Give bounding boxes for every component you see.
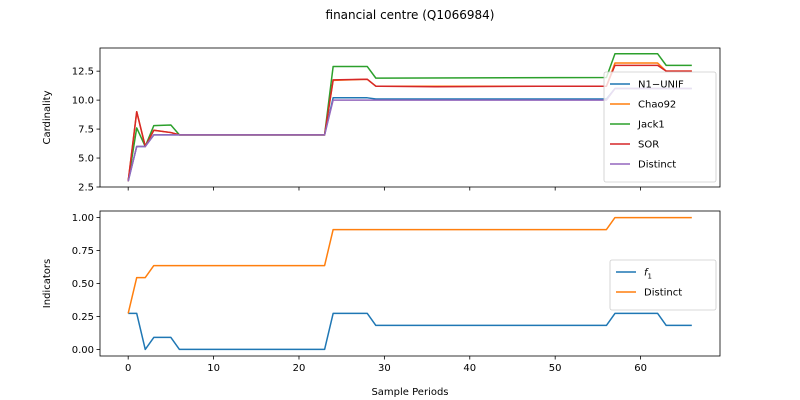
- top-y-tick-label: 12.5: [72, 67, 94, 78]
- top-y-axis-label: Cardinality: [42, 90, 53, 144]
- bottom-legend-box: [609, 259, 717, 311]
- bottom-y-tick-label: 0.00: [72, 345, 94, 356]
- bottom-legend-label: f1: [644, 268, 652, 281]
- bottom-y-axis-label: Indicators: [42, 259, 53, 308]
- bottom-x-tick-label: 30: [378, 363, 391, 374]
- top-y-tick-label: 5.0: [78, 154, 94, 165]
- top-legend-label: N1−UNIF: [638, 80, 684, 91]
- bottom-y-tick-label: 0.25: [72, 312, 94, 323]
- x-axis-label: Sample Periods: [371, 387, 448, 398]
- top-legend: N1−UNIF Chao92 Jack1 SOR Distinct: [603, 71, 717, 183]
- bottom-panel: 0.00 0.25 0.50 0.75 1.00 0 10 20 30 40 50 60 Indicat…: [42, 210, 721, 374]
- bottom-x-tick-label: 10: [207, 363, 220, 374]
- top-y-tick-label: 2.5: [78, 183, 94, 194]
- top-series-line-3: [127, 64, 692, 182]
- bottom-y-tick-label: 0.50: [72, 279, 94, 290]
- chart-title: financial centre (Q1066984): [326, 8, 495, 22]
- bottom-y-tick-label: 0.75: [72, 246, 94, 257]
- top-legend-label: Distinct: [638, 160, 676, 171]
- top-legend-box: [603, 71, 717, 183]
- bottom-legend: f1 Distinct: [609, 259, 717, 311]
- top-legend-label: Jack1: [637, 120, 665, 131]
- bottom-x-tick-label: 0: [125, 363, 131, 374]
- bottom-legend-label: Distinct: [644, 288, 682, 299]
- top-legend-label: Chao92: [638, 100, 676, 111]
- top-legend-label: SOR: [638, 140, 659, 151]
- bottom-y-tick-label: 1.00: [72, 213, 94, 224]
- bottom-series-line-0: [128, 312, 692, 351]
- bottom-x-tick-label: 60: [634, 363, 647, 374]
- bottom-x-tick-label: 50: [549, 363, 562, 374]
- bottom-x-tick-label: 20: [293, 363, 306, 374]
- top-axes-frame: [99, 47, 721, 188]
- bottom-series-line-1: [127, 216, 692, 314]
- bottom-x-tick-label: 40: [463, 363, 476, 374]
- top-y-tick-label: 7.5: [78, 125, 94, 136]
- top-panel: 2.5 5.0 7.5 10.0 12.5 Cardinality N1−UNIF Chao9…: [42, 47, 721, 194]
- top-y-tick-label: 10.0: [72, 96, 94, 107]
